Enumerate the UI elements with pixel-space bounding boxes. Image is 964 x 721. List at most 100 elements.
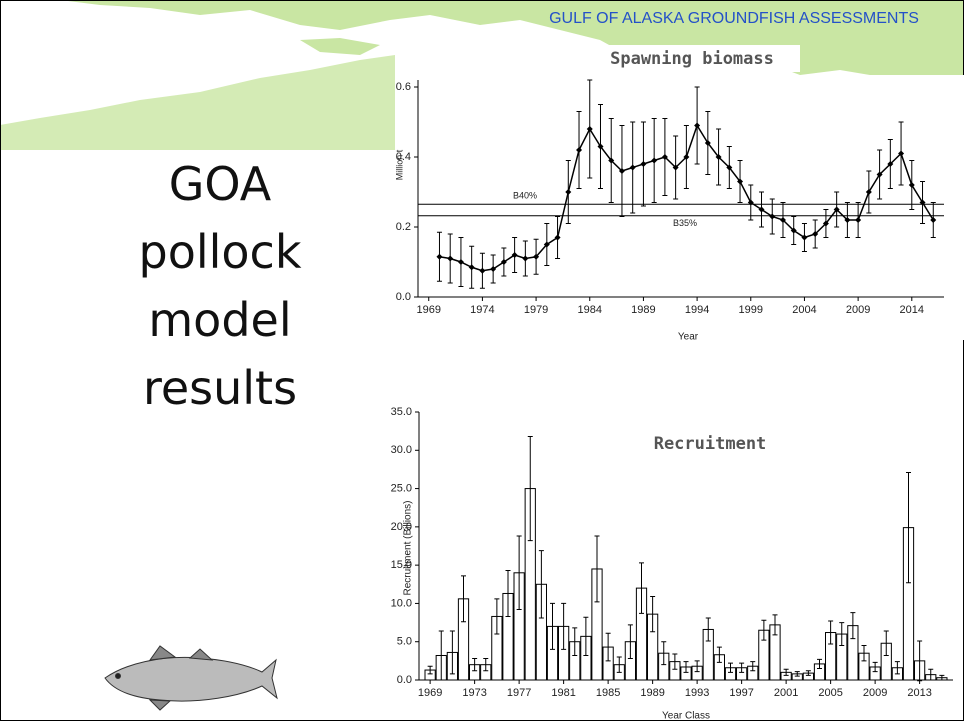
error-bar [939, 674, 945, 681]
x-tick-label: 1989 [640, 687, 664, 699]
error-bar [783, 668, 789, 676]
data-point [737, 178, 744, 185]
chart-title: Recruitment [654, 434, 767, 454]
chart-background [395, 75, 964, 340]
map-land [60, 0, 964, 95]
y-tick-label: 0.0 [396, 291, 411, 303]
error-bar [427, 665, 433, 675]
error-bar [772, 614, 778, 636]
data-point [543, 241, 550, 248]
x-tick-label: 1969 [418, 687, 442, 699]
map-background [0, 0, 964, 150]
data-point [618, 168, 625, 174]
data-point [769, 213, 776, 220]
x-tick-label: 1973 [462, 687, 486, 699]
error-bar [627, 624, 633, 660]
y-tick-label: 10.0 [391, 597, 412, 609]
x-tick-label: 1974 [470, 304, 494, 316]
data-point [704, 140, 711, 146]
data-point [468, 264, 475, 271]
x-tick-label: 2001 [774, 687, 798, 699]
x-tick-label: 1999 [739, 304, 763, 316]
data-point [683, 154, 690, 160]
data-point [457, 259, 464, 265]
data-point [898, 150, 905, 157]
error-bar [538, 550, 544, 619]
error-bar [928, 668, 934, 681]
x-tick-label: 1993 [685, 687, 709, 699]
error-bar [750, 661, 756, 672]
data-point [586, 126, 593, 132]
x-tick-label: 2005 [818, 687, 842, 699]
y-tick-label: 35.0 [391, 406, 412, 418]
data-point [500, 259, 507, 265]
data-point [812, 231, 819, 237]
data-point [790, 227, 797, 234]
y-tick-label: 0.0 [397, 674, 412, 686]
error-bar [438, 630, 444, 681]
x-tick-label: 2009 [863, 687, 887, 699]
data-point [876, 171, 883, 178]
y-axis-label: Recruitment (Billions) [403, 500, 414, 595]
map-land [0, 55, 395, 150]
data-point [833, 206, 840, 213]
data-point [565, 189, 572, 195]
error-bar [839, 622, 845, 647]
error-bar [728, 662, 733, 673]
y-tick-label: 25.0 [391, 482, 412, 494]
error-bar [694, 660, 700, 673]
error-bar [850, 612, 856, 640]
y-tick-label: 20.0 [391, 521, 412, 533]
data-point [919, 199, 926, 206]
error-bar [650, 596, 656, 633]
error-bar [872, 661, 878, 673]
x-tick-label: 2009 [846, 304, 870, 316]
error-bar [861, 645, 867, 662]
data-point [822, 220, 829, 227]
error-bar [661, 641, 667, 666]
data-point [533, 253, 540, 260]
error-bar [505, 570, 511, 617]
data-point [479, 267, 486, 274]
x-tick-label: 1969 [416, 304, 440, 316]
data-point [726, 164, 733, 171]
y-tick-label: 5.0 [397, 636, 412, 648]
x-tick-label: 1989 [631, 304, 655, 316]
error-bar [449, 630, 455, 675]
x-tick-label: 1984 [578, 304, 602, 316]
x-tick-label: 2014 [900, 304, 924, 316]
x-tick-label: 2013 [907, 687, 931, 699]
error-bar [616, 656, 622, 673]
x-axis-label: Year [678, 332, 699, 343]
data-point [576, 147, 583, 153]
error-bar [906, 471, 911, 584]
data-point [844, 217, 851, 223]
error-bar [672, 653, 678, 670]
data-point [747, 199, 754, 206]
chart-title: Spawning biomass [610, 49, 774, 69]
data-point [758, 206, 765, 213]
y-tick-label: 30.0 [391, 444, 412, 456]
data-point [490, 266, 497, 272]
y-tick-label: 15.0 [391, 559, 412, 571]
map-land [300, 38, 380, 55]
error-bar [605, 632, 611, 662]
y-tick-label: 0.2 [396, 221, 411, 233]
error-bar [716, 646, 722, 663]
error-bar [794, 671, 800, 677]
data-point [651, 157, 658, 164]
data-point [855, 217, 862, 223]
data-point [661, 154, 668, 160]
x-tick-label: 1994 [685, 304, 709, 316]
data-point [930, 217, 937, 223]
data-point [865, 189, 872, 195]
data-point [511, 252, 518, 258]
data-point [447, 255, 454, 262]
y-tick-label: 0.6 [396, 81, 411, 93]
error-bar [472, 658, 478, 672]
data-point [801, 234, 808, 241]
x-tick-label: 2004 [792, 304, 816, 316]
error-bar [894, 661, 900, 675]
error-bar [705, 617, 711, 642]
